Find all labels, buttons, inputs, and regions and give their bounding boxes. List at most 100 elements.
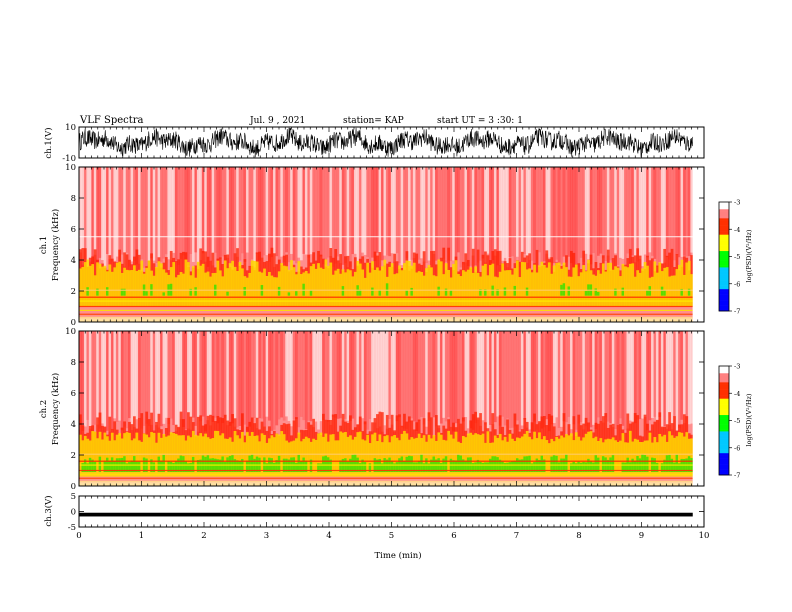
colorbar-swatch	[719, 209, 729, 212]
colorbar-swatch	[719, 449, 729, 452]
y-tick-label: 4	[71, 420, 76, 430]
date-label: Jul. 9 , 2021	[249, 116, 305, 126]
colorbar-swatch	[719, 391, 729, 394]
colorbar-swatch	[719, 278, 729, 281]
colorbar-swatch	[719, 292, 729, 295]
y-tick-label: 8	[71, 358, 76, 368]
colorbar-swatch	[719, 276, 729, 279]
colorbar-swatch	[719, 400, 729, 403]
colorbar-swatch	[719, 462, 729, 465]
colorbar-swatch	[719, 240, 729, 243]
colorbar-swatch	[719, 409, 729, 412]
colorbar-swatch	[719, 393, 729, 396]
colorbar-swatch	[719, 265, 729, 268]
colorbar-swatch	[719, 438, 729, 441]
colorbar-swatch	[719, 298, 729, 301]
ch1-spec-ylabel-2: Frequency (kHz)	[50, 209, 61, 281]
colorbar-swatch	[719, 267, 729, 270]
y-tick-label: 4	[71, 256, 76, 266]
y-tick-label: -5	[68, 523, 76, 533]
colorbar-swatch	[719, 281, 729, 285]
figure-title: VLF Spectra	[79, 115, 144, 126]
colorbar-swatch	[719, 380, 729, 383]
colorbar-swatch	[719, 231, 729, 234]
colorbar-swatch	[719, 287, 729, 290]
colorbar-swatch	[719, 223, 729, 226]
ch3-waveform-panel: 50-50 1 2 3 4 5 6 7 8 9 10	[68, 492, 710, 541]
colorbar-swatch	[719, 416, 729, 419]
ch2-spec-ylabel-2: Frequency (kHz)	[50, 373, 61, 445]
colorbar-swatch	[719, 232, 729, 235]
colorbar-swatch	[719, 211, 729, 214]
ch1-colorbar-label: log(PSD)(V²/Hz)	[745, 229, 753, 282]
colorbar-swatch	[719, 456, 729, 459]
colorbar-swatch	[719, 245, 729, 248]
colorbar-swatch	[719, 433, 729, 436]
colorbar-swatch	[719, 303, 729, 306]
colorbar-swatch	[719, 418, 729, 421]
colorbar-swatch	[719, 260, 729, 263]
colorbar-swatch	[719, 407, 729, 410]
colorbar-swatch	[719, 471, 729, 474]
colorbar-swatch	[719, 455, 729, 458]
colorbar-swatch	[719, 444, 729, 447]
colorbar-swatch	[719, 247, 729, 250]
colorbar-swatch	[719, 382, 729, 385]
colorbar-swatch	[719, 376, 729, 380]
colorbar-swatch	[719, 254, 729, 257]
x-tick-label: 0	[76, 531, 81, 541]
colorbar-swatch	[719, 301, 729, 305]
colorbar-swatch	[719, 425, 729, 429]
colorbar-swatch	[719, 384, 729, 387]
colorbar-swatch	[719, 261, 729, 265]
colorbar-swatch	[719, 258, 729, 261]
x-tick-label: 3	[264, 531, 269, 541]
colorbar-swatch	[719, 373, 729, 376]
colorbar-swatch	[719, 225, 729, 228]
colorbar-swatch	[719, 467, 729, 470]
colorbar-swatch	[719, 221, 729, 225]
ch2-spectrogram-image	[79, 331, 704, 486]
x-tick-label: 7	[514, 531, 519, 541]
colorbar-swatch	[719, 207, 729, 210]
colorbar-swatch	[719, 234, 729, 237]
x-tick-label: 4	[326, 531, 331, 541]
y-tick-label: 10	[65, 327, 76, 337]
y-tick-label: 10	[65, 163, 76, 173]
y-tick-label: 0	[71, 318, 76, 328]
colorbar-swatch	[719, 218, 729, 221]
colorbar-swatch	[719, 420, 729, 423]
colorbar-swatch	[719, 366, 729, 369]
station-label: station= KAP	[343, 116, 404, 126]
colorbar-swatch	[719, 367, 729, 370]
colorbar-swatch	[719, 272, 729, 275]
colorbar-swatch	[719, 371, 729, 374]
colorbar-swatch	[719, 280, 729, 283]
colorbar-swatch	[719, 404, 729, 407]
colorbar-swatch	[719, 300, 729, 303]
colorbar-tick-label: -6	[734, 280, 740, 288]
colorbar-swatch	[719, 415, 729, 418]
ch1-waveform-panel: 10 -10	[62, 123, 705, 164]
colorbar-swatch	[719, 241, 729, 245]
x-axis-label: Time (min)	[374, 550, 421, 561]
colorbar-swatch	[719, 405, 729, 409]
colorbar-swatch	[719, 402, 729, 405]
colorbar-swatch	[719, 252, 729, 255]
colorbar-swatch	[719, 212, 729, 216]
colorbar-swatch	[719, 389, 729, 392]
x-tick-label: 8	[576, 531, 581, 541]
colorbar-tick-label: -4	[734, 226, 740, 234]
colorbar-swatch	[719, 431, 729, 434]
colorbar-swatch	[719, 398, 729, 401]
x-tick-label: 9	[639, 531, 644, 541]
colorbar-swatch	[719, 445, 729, 449]
ch1-waveform-line	[78, 127, 694, 158]
colorbar-swatch	[719, 442, 729, 445]
start-time-label: start UT = 3 :30: 1	[437, 116, 523, 126]
y-tick-label: 8	[71, 194, 76, 204]
colorbar-swatch	[719, 413, 729, 416]
colorbar-swatch	[719, 378, 729, 381]
colorbar-swatch	[719, 289, 729, 292]
ch1-spectrogram-image	[79, 167, 704, 322]
